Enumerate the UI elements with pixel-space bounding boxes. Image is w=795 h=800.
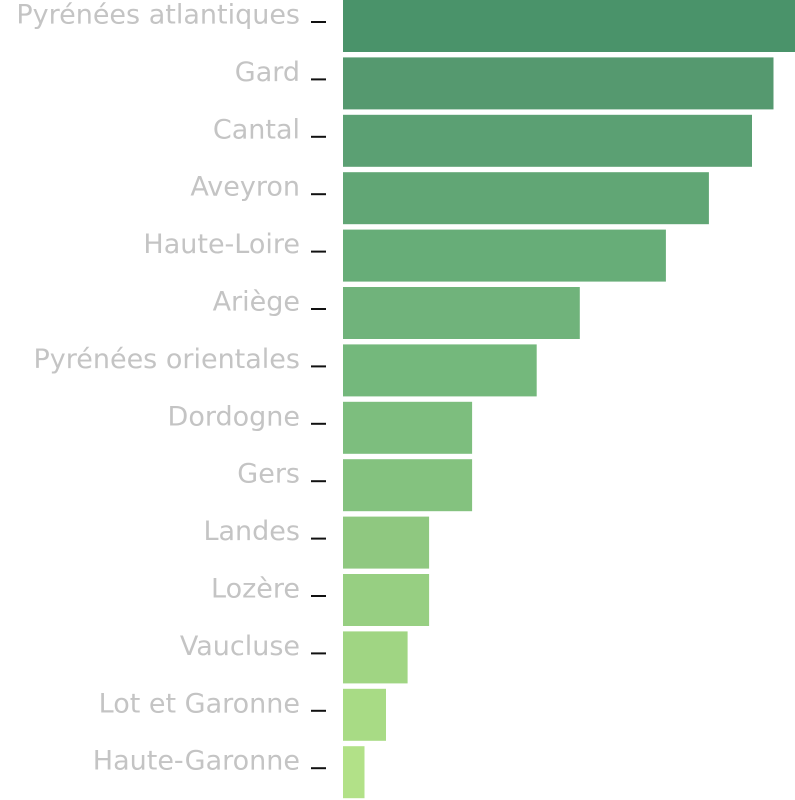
bar-8 [343, 459, 473, 512]
category-label-0: Pyrénées atlantiques [16, 0, 300, 31]
bar-13 [343, 746, 365, 799]
category-label-7: Dordogne [168, 401, 300, 432]
bar-2 [343, 114, 752, 167]
bar-10 [343, 574, 430, 626]
category-label-2: Cantal [213, 114, 300, 145]
category-label-6: Pyrénées orientales [33, 344, 300, 375]
bar-9 [343, 516, 430, 569]
category-axis: Pyrénées atlantiques Gard Cantal Aveyron Hau… [16, 0, 326, 777]
bar-4 [343, 229, 666, 282]
bars [343, 0, 795, 799]
category-label-4: Haute-Loire [143, 229, 300, 260]
bar-12 [343, 688, 386, 741]
bar-5 [343, 287, 580, 339]
bar-6 [343, 344, 537, 397]
category-label-9: Landes [203, 516, 300, 547]
category-label-3: Aveyron [190, 172, 300, 203]
category-label-12: Lot et Garonne [99, 688, 300, 719]
category-label-8: Gers [237, 459, 300, 490]
category-label-11: Vaucluse [180, 631, 300, 662]
bar-3 [343, 172, 709, 225]
category-label-13: Haute-Garonne [93, 746, 300, 777]
bar-11 [343, 631, 408, 684]
bar-7 [343, 401, 473, 454]
category-label-5: Ariège [213, 287, 300, 318]
bar-1 [343, 57, 774, 110]
category-label-1: Gard [235, 57, 300, 88]
bar-0 [343, 0, 795, 52]
category-label-10: Lozère [211, 574, 300, 605]
